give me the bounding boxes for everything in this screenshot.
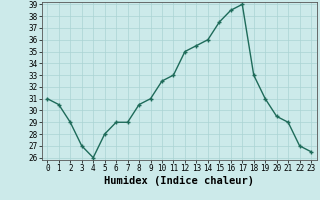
X-axis label: Humidex (Indice chaleur): Humidex (Indice chaleur) — [104, 176, 254, 186]
